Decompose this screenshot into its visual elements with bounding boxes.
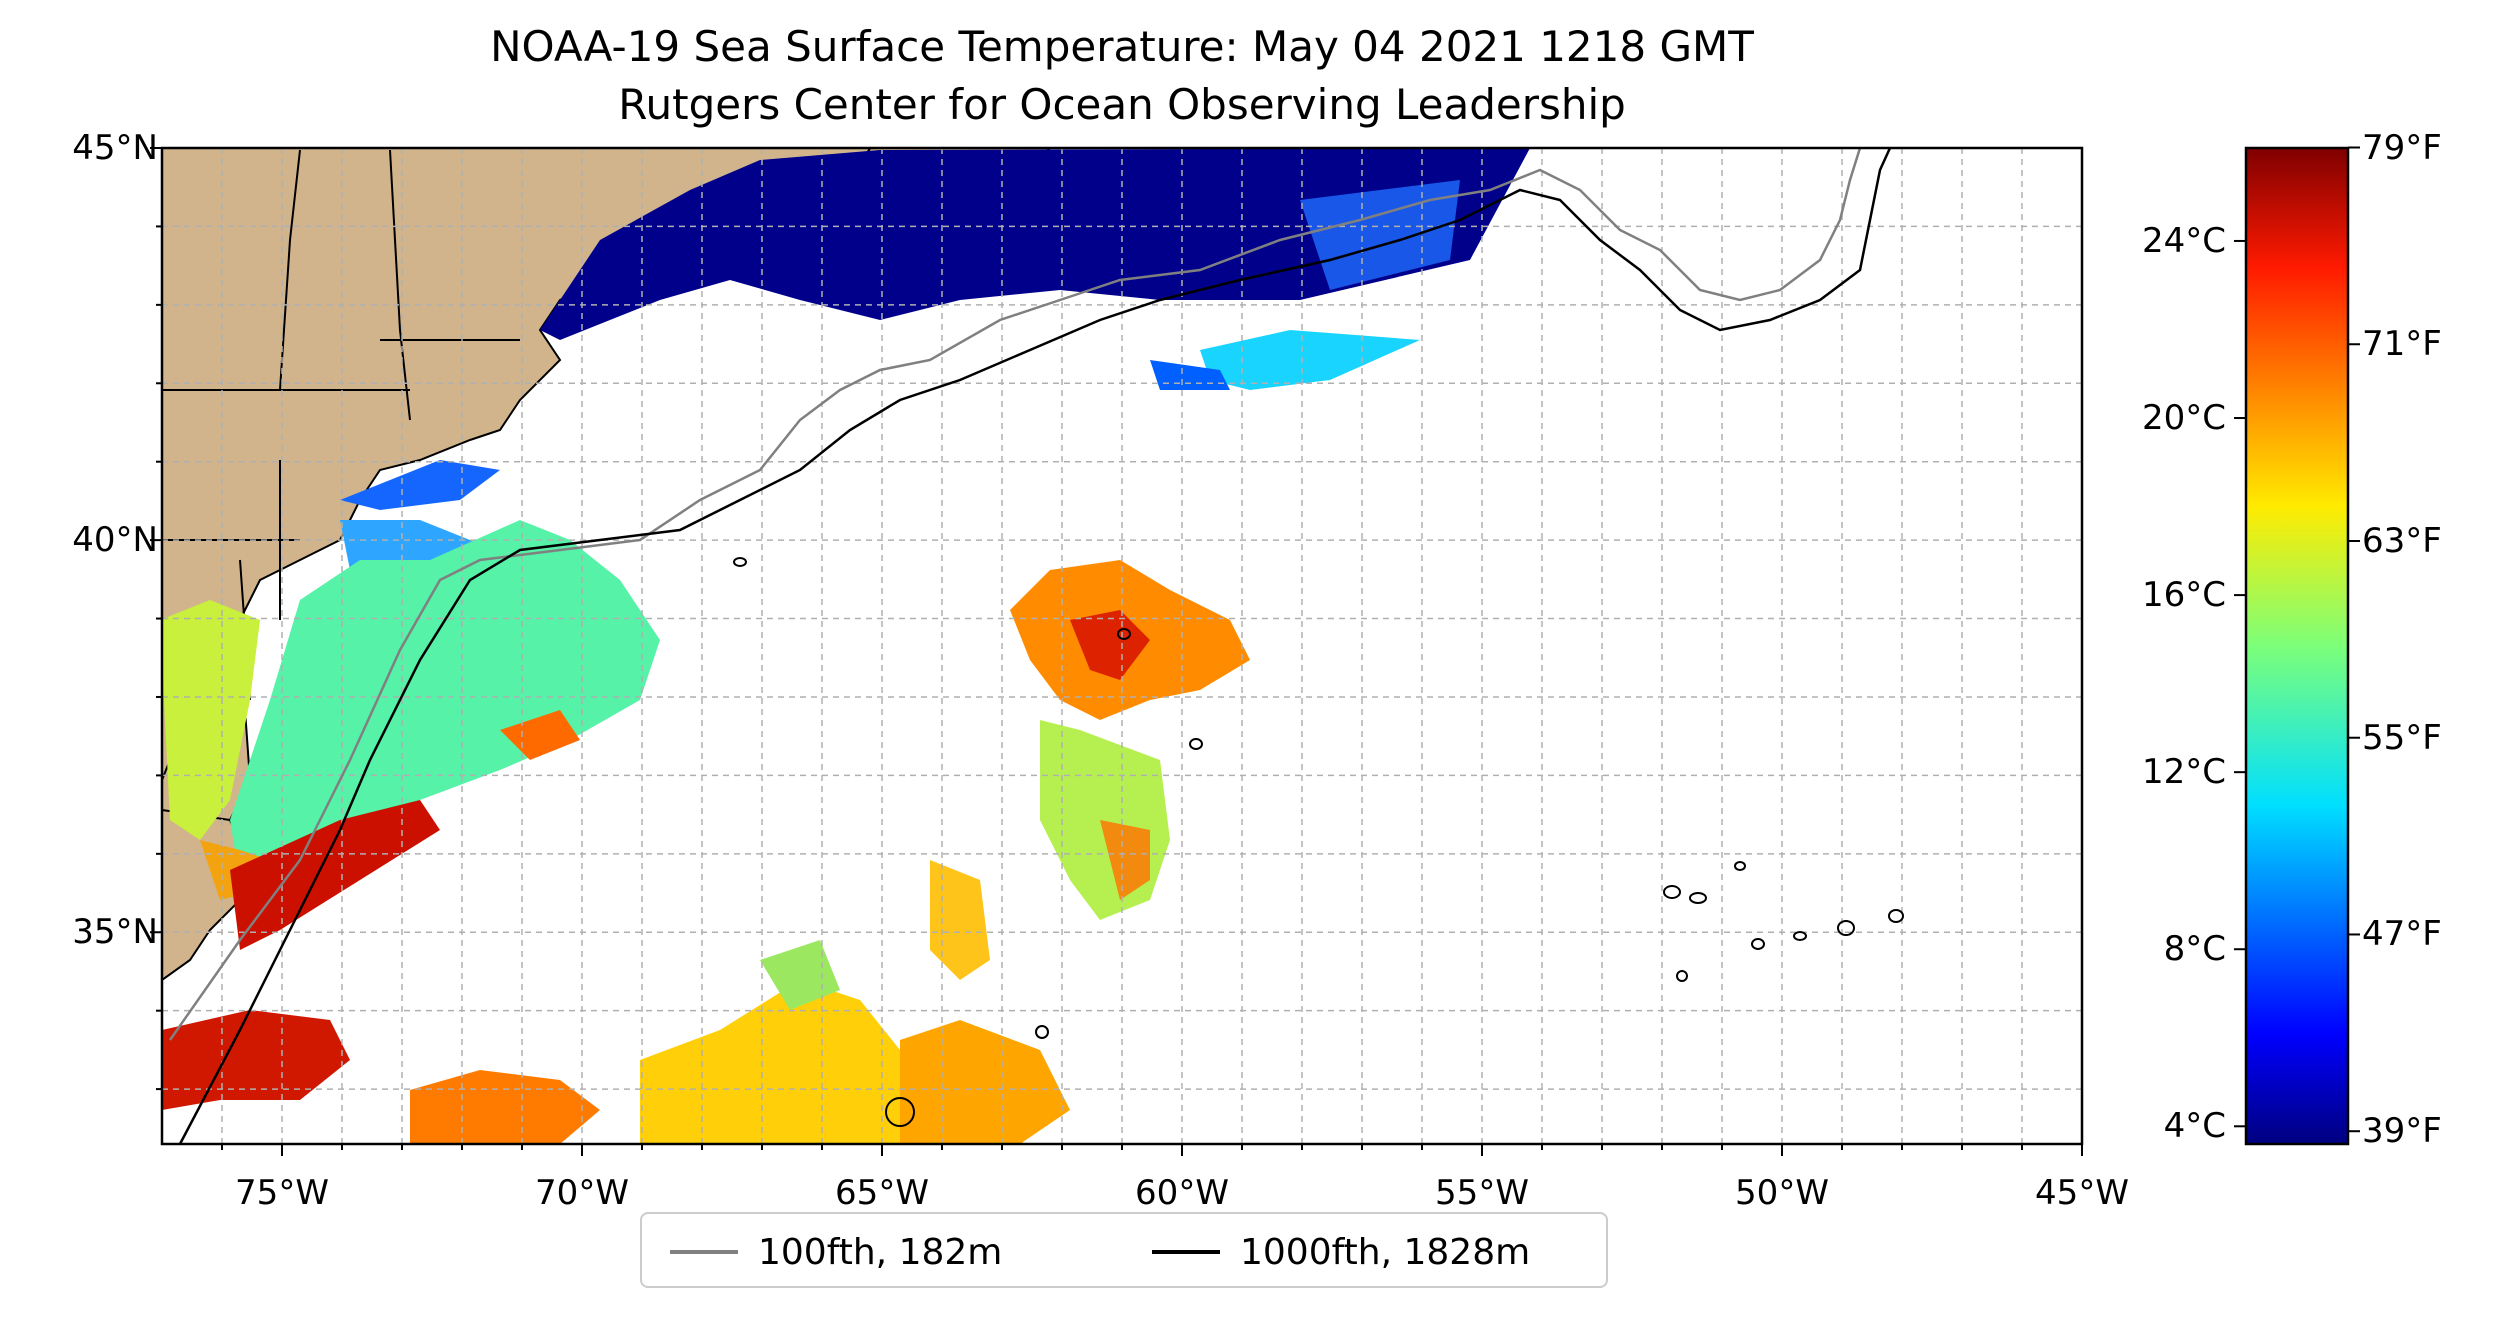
sst-cold-blue-patch: [1300, 180, 1460, 290]
sst-cool-blue-patch: [1150, 360, 1230, 390]
sst-mid-warm-patch: [930, 860, 990, 980]
map-subtitle: Rutgers Center for Ocean Observing Leade…: [618, 80, 1626, 129]
colorbar-celsius-label: 24°C: [2141, 220, 2226, 261]
colorbar-celsius-label: 4°C: [2163, 1106, 2226, 1147]
legend-swatch-1000fth: [1152, 1250, 1220, 1254]
colorbar-tick-marks: [2234, 146, 2360, 1133]
colorbar-celsius-label: 16°C: [2141, 575, 2226, 616]
legend-label: 1000fth, 1828m: [1240, 1231, 1531, 1273]
colorbar-fahrenheit-label: 79°F: [2362, 127, 2442, 168]
lon-tick-label: 50°W: [1735, 1173, 1829, 1213]
sst-cyan-patch: [1200, 330, 1420, 390]
lon-tick-label: 75°W: [235, 1173, 329, 1213]
legend-item-1000fth: 1000fth, 1828m: [1152, 1214, 1530, 1290]
sst-mid-atlantic-shelf: [230, 520, 660, 880]
isobath-100fth: [168, 148, 1862, 1041]
sst-slope-warm: [500, 710, 580, 760]
lon-tick-label: 55°W: [1435, 1173, 1529, 1213]
colorbar-fahrenheit-label: 55°F: [2362, 717, 2442, 758]
colorbar-fahrenheit-label: 39°F: [2362, 1111, 2442, 1152]
map-tick-marks: [150, 147, 2083, 1156]
lon-tick-label: 60°W: [1135, 1173, 1229, 1213]
colorbar-celsius-label: 12°C: [2141, 752, 2226, 793]
lat-tick-label: 45°N: [72, 128, 158, 168]
sst-south-west-warm: [162, 1010, 350, 1110]
lon-tick-label: 45°W: [2035, 1173, 2129, 1213]
seamount-outlines: [733, 557, 1904, 1127]
legend-swatch-100fth: [670, 1250, 738, 1254]
sst-gulf-of-maine-cold: [540, 148, 1530, 340]
colorbar-fahrenheit-label: 47°F: [2362, 914, 2442, 955]
sst-mid-green-patch: [760, 940, 840, 1010]
gridlines: [162, 148, 2082, 1144]
lon-tick-label: 65°W: [835, 1173, 929, 1213]
lat-tick-label: 35°N: [72, 912, 158, 953]
sst-eddy-south-warm: [1100, 820, 1150, 900]
lat-tick-label: 40°N: [72, 520, 158, 561]
legend-label: 100fth, 182m: [758, 1231, 1003, 1273]
colorbar-fahrenheit-label: 63°F: [2362, 520, 2442, 561]
sst-long-island: [340, 460, 500, 510]
lon-tick-label: 70°W: [535, 1173, 629, 1213]
colorbar-celsius-label: 8°C: [2163, 929, 2226, 970]
sst-south-yellow: [640, 980, 960, 1144]
legend-item-100fth: 100fth, 182m: [670, 1214, 1002, 1290]
legend: 100fth, 182m 1000fth, 1828m: [640, 1212, 1608, 1288]
isobath-1000fth: [178, 148, 1892, 1144]
colorbar-gradient: [2244, 146, 2350, 1146]
sst-eddy-core: [1070, 610, 1150, 680]
sst-chesapeake: [162, 600, 260, 840]
map-title: NOAA-19 Sea Surface Temperature: May 04 …: [490, 22, 1754, 71]
colorbar-fahrenheit-label: 71°F: [2362, 324, 2442, 365]
colorbar-celsius-label: 20°C: [2141, 398, 2226, 439]
